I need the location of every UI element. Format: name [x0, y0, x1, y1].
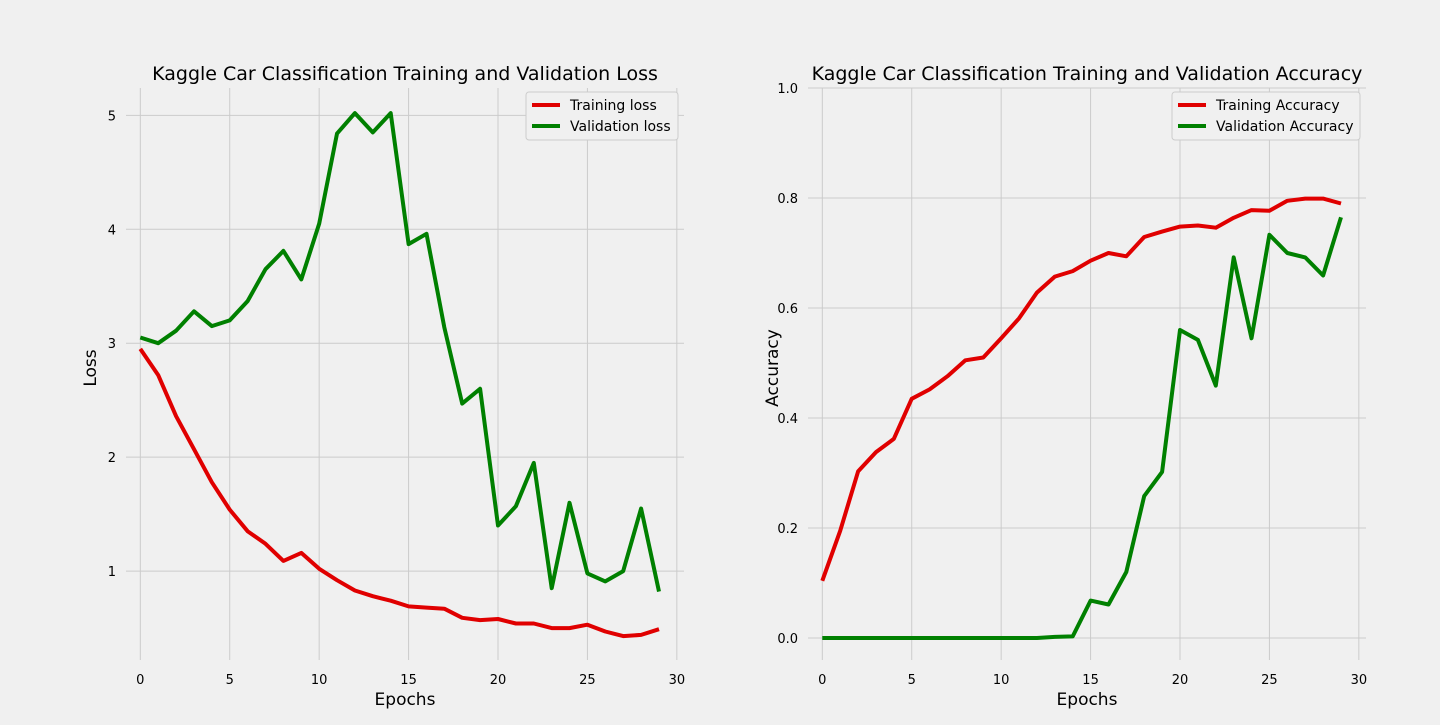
series-line-training — [820, 196, 1342, 582]
y-axis-label: Loss — [81, 349, 101, 386]
x-tick-label: 0 — [818, 673, 826, 688]
legend: Training loss Validation loss — [525, 91, 679, 141]
y-tick-label: 5 — [108, 109, 116, 124]
x-tick-label: 20 — [1172, 673, 1189, 688]
loss-chart: 0 5 10 15 20 25 30 1 2 3 4 5 Kaggle Car Classificati… — [81, 63, 685, 710]
y-tick-label: 0.6 — [777, 302, 798, 317]
chart-title: Kaggle Car Classification Training and V… — [812, 63, 1363, 85]
y-tick-label: 0.2 — [777, 522, 798, 537]
y-tick-label: 0.0 — [777, 632, 798, 647]
y-tick-label: 1 — [108, 565, 116, 580]
x-tick-label: 10 — [993, 673, 1010, 688]
y-tick-label: 1.0 — [777, 82, 798, 97]
y-tick-label: 4 — [108, 223, 116, 238]
x-tick-label: 25 — [579, 673, 596, 688]
x-tick-label: 5 — [908, 673, 916, 688]
legend-box — [525, 91, 679, 141]
x-tick-label: 5 — [226, 673, 234, 688]
x-tick-label: 30 — [669, 673, 686, 688]
legend: Training Accuracy Validation Accuracy — [1171, 91, 1361, 141]
x-tick-label: 15 — [1082, 673, 1099, 688]
x-tick-label: 0 — [136, 673, 144, 688]
series-line-training — [138, 347, 660, 639]
accuracy-chart: 0 5 10 15 20 25 30 0.0 0.2 0.4 0.6 0.8 1.0 Kaggle Car… — [763, 63, 1367, 710]
x-tick-label: 15 — [400, 673, 417, 688]
x-tick-label: 20 — [490, 673, 507, 688]
x-tick-label: 25 — [1261, 673, 1278, 688]
x-axis-label: Epochs — [375, 690, 436, 710]
chart-title: Kaggle Car Classification Training and V… — [152, 63, 658, 85]
y-tick-label: 0.4 — [777, 412, 798, 427]
y-tick-label: 2 — [108, 451, 116, 466]
x-tick-label: 10 — [311, 673, 328, 688]
legend-label: Training loss — [569, 98, 657, 114]
series-line-validation — [822, 216, 1343, 640]
y-axis-label: Accuracy — [763, 329, 783, 407]
y-tick-label: 0.8 — [777, 192, 798, 207]
series-line-validation — [139, 111, 661, 593]
legend-label: Validation loss — [570, 119, 671, 135]
x-axis-label: Epochs — [1057, 690, 1118, 710]
x-tick-label: 30 — [1351, 673, 1368, 688]
legend-box — [1171, 91, 1361, 141]
legend-label: Validation Accuracy — [1216, 119, 1354, 135]
y-tick-label: 3 — [108, 337, 116, 352]
legend-label: Training Accuracy — [1215, 98, 1340, 114]
